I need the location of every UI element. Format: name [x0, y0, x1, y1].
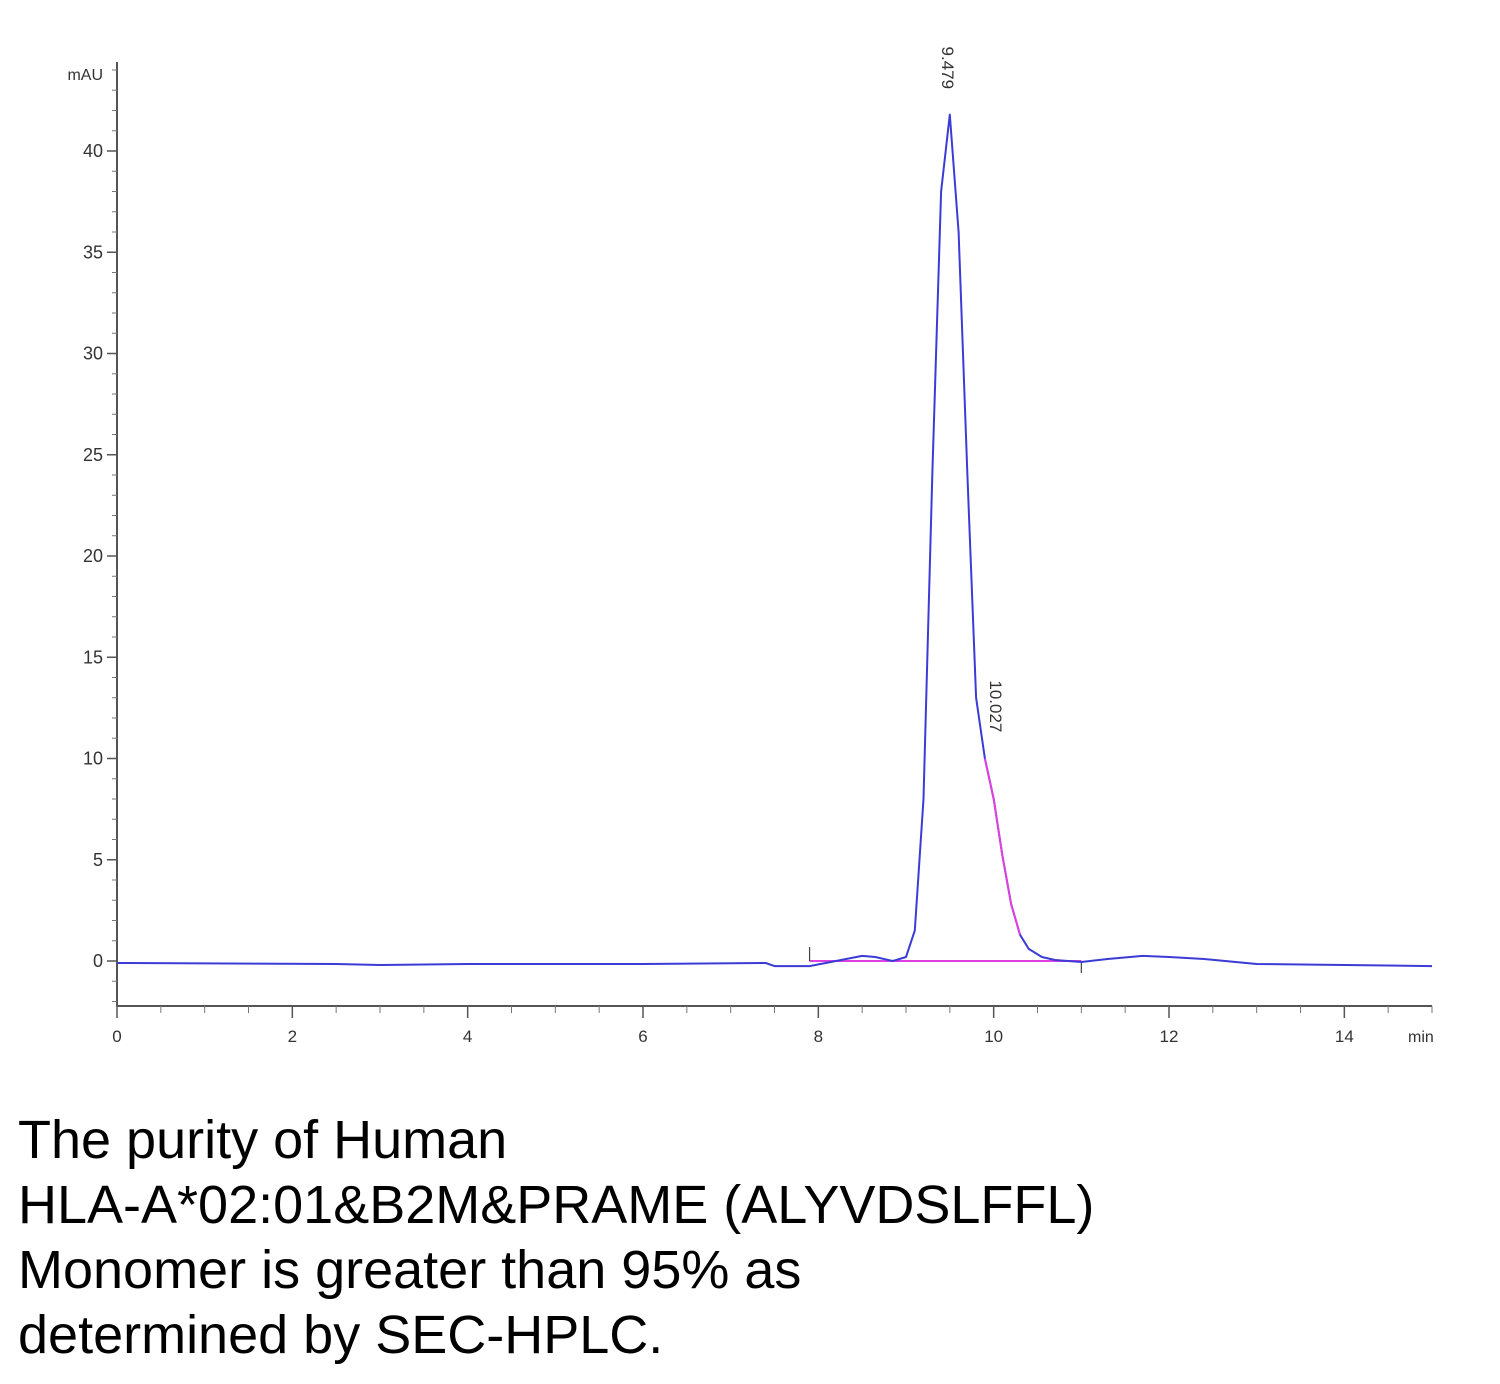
peak-annotations: 9.479 10.027 [938, 47, 1005, 733]
x-tick-label: 12 [1160, 1027, 1179, 1046]
y-tick-label: 15 [83, 647, 103, 667]
y-tick-label: 30 [83, 344, 103, 364]
peak-retention-time-label: 9.479 [938, 47, 957, 90]
y-tick-label: 20 [83, 546, 103, 566]
baseline-layer [808, 947, 1082, 973]
x-tick-label: 10 [984, 1027, 1003, 1046]
series-layer [116, 113, 1433, 968]
x-tick-label: 8 [814, 1027, 823, 1046]
peak-retention-time-label: 10.027 [986, 680, 1005, 732]
peak-shoulder-integration [983, 758, 1021, 935]
caption-line: determined by SEC-HPLC. [18, 1305, 664, 1365]
y-tick-label: 35 [83, 242, 103, 262]
caption-line: Monomer is greater than 95% as [18, 1240, 802, 1300]
x-tick-label: 0 [112, 1027, 121, 1046]
y-tick-label: 40 [83, 141, 103, 161]
chromatogram-plot: 0 5 10 15 20 25 30 35 40 mAU 0 2 4 6 8 10 12 14 min 9.479 1… [67, 47, 1434, 1046]
x-tick-label: 6 [638, 1027, 647, 1046]
y-tick-label: 10 [83, 749, 103, 769]
axes: 0 5 10 15 20 25 30 35 40 mAU 0 2 4 6 8 10 12 14 min [67, 62, 1434, 1046]
chromatogram-chart: 0 5 10 15 20 25 30 35 40 mAU 0 2 4 6 8 10 12 14 min 9.479 1… [67, 47, 1434, 1046]
x-tick-label: 2 [288, 1027, 297, 1046]
y-axis-unit-label: mAU [67, 67, 103, 84]
figure-caption: The purity of Human HLA-A*02:01&B2M&PRAM… [18, 1108, 1478, 1368]
x-tick-label: 4 [463, 1027, 472, 1046]
x-axis-unit-label: min [1408, 1029, 1434, 1046]
x-tick-label: 14 [1335, 1027, 1354, 1046]
chromatogram-trace [116, 113, 1433, 968]
caption-line: HLA-A*02:01&B2M&PRAME (ALYVDSLFFL) [18, 1175, 1095, 1235]
y-tick-label: 25 [83, 445, 103, 465]
y-tick-label: 5 [93, 850, 103, 870]
caption-line: The purity of Human [18, 1110, 508, 1170]
y-tick-label: 0 [93, 951, 103, 971]
